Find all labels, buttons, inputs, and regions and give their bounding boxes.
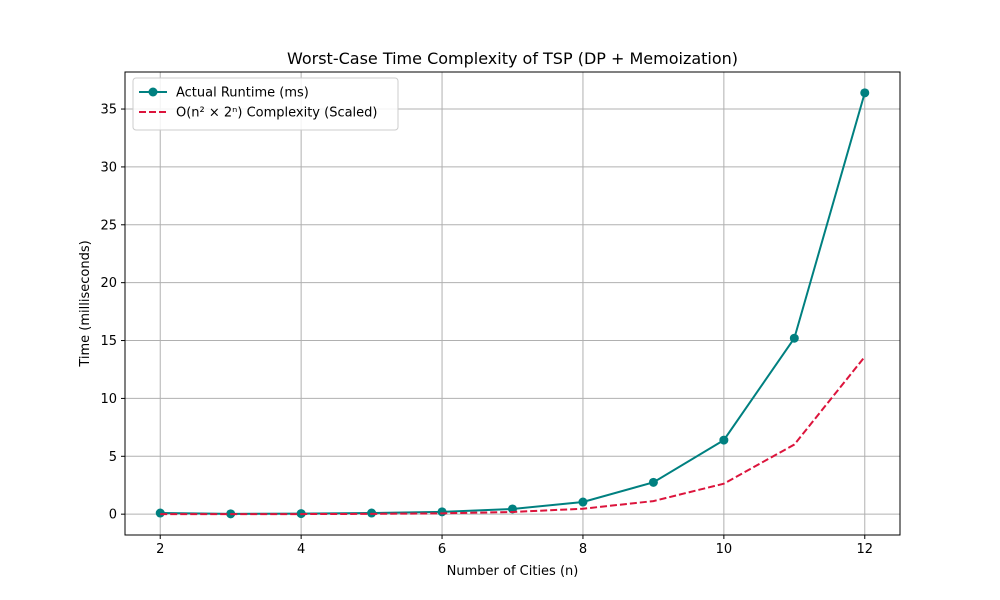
y-axis-label: Time (milliseconds) [78, 240, 93, 367]
y-tick-label: 20 [100, 276, 117, 291]
series-line-2 [160, 356, 866, 516]
x-tick-label: 12 [856, 542, 873, 557]
series-1-point [719, 435, 729, 445]
grid-layer [125, 72, 900, 535]
y-tick-label: 35 [100, 103, 117, 118]
legend-label-1: Actual Runtime (ms) [176, 86, 309, 101]
y-tick-label: 30 [100, 160, 117, 175]
legend-marker-1 [148, 87, 158, 97]
series-1-point [789, 333, 799, 343]
series-layer [155, 88, 870, 519]
y-tick-label: 25 [100, 218, 117, 233]
tick-layer: 2 4 6 8 10 12 0 5 10 15 20 25 30 35 [100, 103, 873, 557]
x-tick-label: 2 [156, 542, 164, 557]
y-tick-label: 5 [109, 450, 117, 465]
series-1-point [648, 477, 658, 487]
legend-label-2: O(n² × 2ⁿ) Complexity (Scaled) [176, 106, 378, 121]
x-tick-label: 4 [297, 542, 305, 557]
x-tick-label: 6 [438, 542, 446, 557]
series-1-point [578, 497, 588, 507]
y-tick-label: 10 [100, 392, 117, 407]
series-1-point [860, 88, 870, 98]
x-tick-label: 10 [716, 542, 733, 557]
y-tick-label: 15 [100, 334, 117, 349]
chart-title: Worst-Case Time Complexity of TSP (DP + … [287, 49, 738, 68]
plot-area-frame [124, 71, 901, 536]
x-axis-label: Number of Cities (n) [447, 564, 579, 579]
legend-box [132, 77, 399, 131]
y-tick-label: 0 [109, 508, 117, 523]
series-1-point [155, 508, 165, 518]
series-1-point [437, 507, 447, 517]
x-tick-label: 8 [579, 542, 587, 557]
legend: Actual Runtime (ms) O(n² × 2ⁿ) Complexity… [132, 77, 399, 131]
